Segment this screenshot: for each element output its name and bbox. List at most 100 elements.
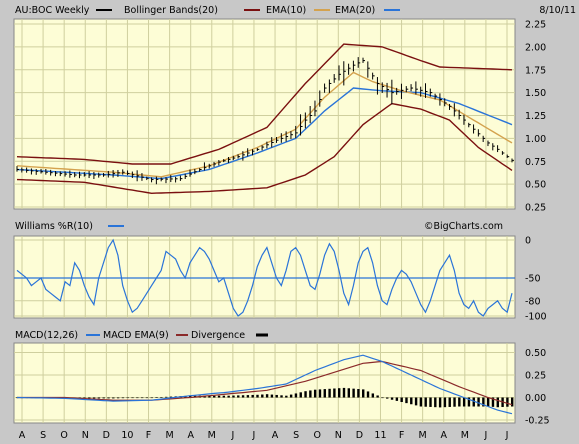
x-tick-label: 11 bbox=[374, 430, 386, 441]
divergence-bar bbox=[131, 397, 134, 399]
x-tick-label: A bbox=[187, 430, 194, 441]
divergence-bar bbox=[150, 397, 153, 399]
divergence-bar bbox=[237, 395, 240, 398]
y-tick-label: 0.25 bbox=[525, 203, 546, 214]
divergence-bar bbox=[246, 395, 250, 398]
divergence-bar bbox=[102, 397, 105, 399]
x-tick-label: M bbox=[208, 430, 216, 441]
divergence-bar bbox=[294, 393, 298, 398]
x-tick-label: M bbox=[461, 430, 469, 441]
divergence-bar bbox=[92, 397, 96, 399]
divergence-bar bbox=[116, 397, 120, 399]
divergence-bar bbox=[429, 397, 432, 407]
williams-y-axis: 0 -50 -80 -100 bbox=[525, 236, 547, 323]
y-tick-label: 1.50 bbox=[525, 88, 546, 99]
macd-ema-line bbox=[17, 360, 513, 406]
divergence-bar bbox=[323, 389, 326, 398]
legend-bollinger: Bollinger Bands(20) bbox=[124, 5, 218, 16]
divergence-legend: Divergence bbox=[191, 330, 245, 341]
divergence-bar bbox=[414, 397, 418, 406]
macd-panel-background bbox=[13, 342, 516, 424]
price-panel: 2.25 2.00 1.75 1.50 1.25 1.00 0.75 0.50 0.25 bbox=[13, 18, 546, 214]
divergence-bar bbox=[97, 397, 101, 399]
watermark: ©BigCharts.com bbox=[424, 221, 503, 232]
x-tick-label: N bbox=[82, 430, 89, 441]
divergence-bar bbox=[472, 397, 475, 407]
legend-ema10: EMA(10) bbox=[266, 5, 306, 16]
x-tick-label: O bbox=[60, 430, 67, 441]
divergence-bar bbox=[299, 392, 302, 398]
x-tick-label: A bbox=[272, 430, 279, 441]
divergence-bar bbox=[309, 390, 312, 398]
x-tick-label: D bbox=[103, 430, 110, 441]
macd-panel: MACD(12,26) MACD EMA(9) Divergence 0.500… bbox=[13, 330, 550, 427]
divergence-bar bbox=[107, 397, 110, 399]
divergence-bar bbox=[400, 397, 403, 402]
divergence-bar bbox=[511, 397, 514, 407]
divergence-bar bbox=[285, 395, 288, 398]
divergence-bar bbox=[443, 397, 447, 408]
x-tick-label: A bbox=[440, 430, 447, 441]
y-tick-label: 1.25 bbox=[525, 111, 546, 122]
divergence-bar bbox=[318, 389, 322, 398]
x-tick-label: A bbox=[19, 430, 26, 441]
divergence-bar bbox=[136, 397, 139, 399]
y-tick-label: 0.75 bbox=[525, 157, 546, 168]
divergence-bar bbox=[121, 397, 125, 399]
divergence-bar bbox=[265, 394, 269, 398]
x-tick-label: D bbox=[356, 430, 363, 441]
x-tick-label: S bbox=[293, 430, 299, 441]
divergence-bar bbox=[208, 395, 211, 398]
price-y-axis: 2.25 2.00 1.75 1.50 1.25 1.00 0.75 0.50 0.25 bbox=[525, 20, 546, 214]
divergence-bar bbox=[506, 397, 509, 407]
divergence-bar bbox=[486, 397, 490, 407]
divergence-bar bbox=[448, 397, 451, 407]
divergence-bar bbox=[289, 394, 293, 398]
y-tick-label: 2.00 bbox=[525, 42, 546, 53]
divergence-bar bbox=[227, 395, 230, 398]
x-tick-label: N bbox=[335, 430, 342, 441]
divergence-bar bbox=[362, 389, 365, 398]
divergence-bar bbox=[189, 395, 192, 398]
divergence-bar bbox=[328, 388, 331, 398]
divergence-bar bbox=[477, 397, 480, 407]
y-tick-label: -80 bbox=[525, 296, 541, 307]
x-tick-label: F bbox=[146, 430, 151, 441]
williams-line bbox=[16, 238, 513, 317]
divergence-bar bbox=[256, 394, 259, 398]
divergence-bar bbox=[462, 397, 466, 407]
divergence-bar bbox=[112, 397, 115, 399]
macd-line bbox=[16, 354, 513, 415]
x-tick-label: M bbox=[166, 430, 174, 441]
divergence-bar bbox=[386, 397, 389, 399]
divergence-bar bbox=[496, 397, 499, 408]
divergence-bar bbox=[491, 397, 495, 407]
y-tick-label: 0.50 bbox=[525, 348, 546, 359]
y-tick-label: -100 bbox=[525, 312, 547, 323]
price-gridlines bbox=[14, 19, 515, 209]
divergence-bar bbox=[164, 396, 168, 398]
divergence-bar bbox=[453, 397, 456, 407]
divergence-bar bbox=[275, 394, 278, 398]
y-tick-label: 0.00 bbox=[525, 393, 546, 404]
x-tick-label: 10 bbox=[121, 430, 133, 441]
williams-legend: Williams %R(10) bbox=[15, 221, 93, 232]
divergence-bar bbox=[232, 395, 235, 398]
divergence-bar bbox=[371, 393, 375, 398]
divergence-bar bbox=[217, 395, 221, 398]
divergence-bar bbox=[304, 391, 307, 398]
divergence-bar bbox=[213, 395, 216, 398]
divergence-bar bbox=[434, 397, 437, 408]
y-tick-label: 0.50 bbox=[525, 180, 546, 191]
divergence-bar bbox=[251, 394, 254, 398]
divergence-bar bbox=[366, 391, 370, 398]
x-tick-label: J bbox=[505, 430, 509, 441]
y-tick-label: -0.25 bbox=[525, 416, 550, 427]
x-tick-label: O bbox=[313, 430, 320, 441]
y-tick-label: -50 bbox=[525, 274, 541, 285]
y-tick-label: 0 bbox=[525, 236, 531, 247]
macd-y-axis: 0.50 0.25 0.00 -0.25 bbox=[525, 348, 550, 427]
divergence-bar bbox=[395, 397, 399, 401]
divergence-bar bbox=[352, 388, 355, 398]
